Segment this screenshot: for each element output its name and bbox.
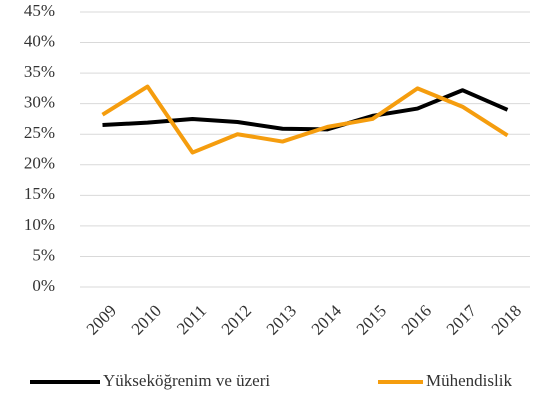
y-tick-label: 25% — [24, 123, 55, 142]
x-tick-label: 2016 — [398, 301, 435, 338]
x-tick-label: 2014 — [308, 301, 346, 339]
y-tick-label: 20% — [24, 154, 55, 173]
x-tick-label: 2011 — [173, 301, 210, 338]
x-tick-label: 2012 — [218, 301, 255, 338]
y-tick-label: 10% — [24, 215, 55, 234]
x-tick-label: 2010 — [128, 301, 165, 338]
y-tick-label: 45% — [24, 1, 55, 20]
x-tick-label: 2017 — [443, 301, 481, 339]
legend-label: Mühendislik — [426, 371, 512, 390]
legend-label: Yükseköğrenim ve üzeri — [103, 371, 270, 390]
x-tick-label: 2009 — [83, 301, 120, 338]
y-tick-label: 40% — [24, 31, 55, 50]
x-tick-label: 2013 — [263, 301, 300, 338]
x-tick-label: 2018 — [488, 301, 525, 338]
y-tick-label: 0% — [32, 276, 55, 295]
y-tick-label: 5% — [32, 245, 55, 264]
x-tick-label: 2015 — [353, 301, 390, 338]
y-tick-label: 35% — [24, 62, 55, 81]
series-line — [101, 84, 509, 155]
y-tick-label: 15% — [24, 184, 55, 203]
y-tick-label: 30% — [24, 93, 55, 112]
